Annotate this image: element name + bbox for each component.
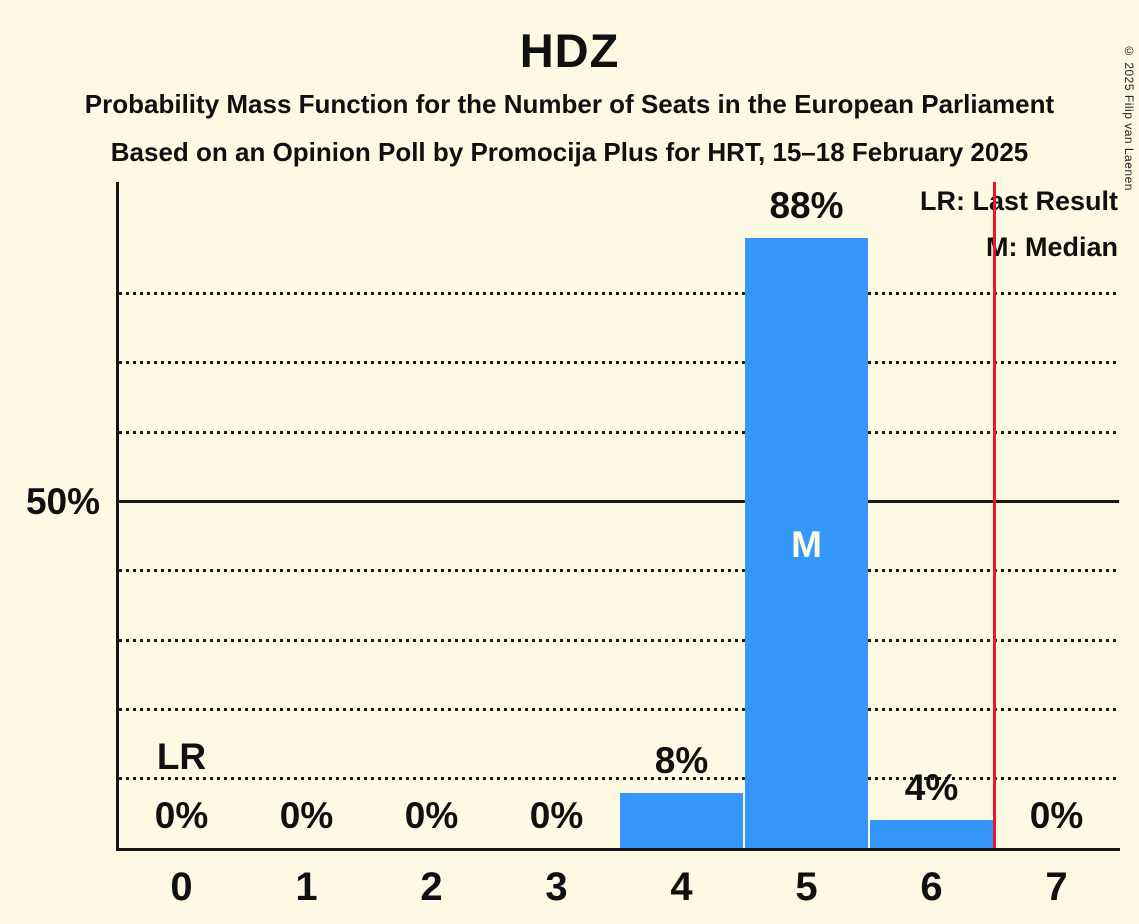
gridline-solid-50 xyxy=(119,500,1119,503)
value-label-seat-2: 0% xyxy=(404,795,459,836)
value-label-seat-6: 4% xyxy=(904,767,959,809)
copyright-notice: © 2025 Filip van Laenen xyxy=(1122,44,1136,191)
y-axis-tick-label: 50% xyxy=(25,481,100,522)
gridline-dotted-80 xyxy=(119,292,1119,296)
gridline-dotted-40 xyxy=(119,569,1119,573)
y-axis-line xyxy=(116,182,119,851)
x-tick-label-4: 4 xyxy=(670,865,693,909)
value-label-seat-5: 88% xyxy=(769,185,844,227)
plot-area: 0% 0% 0% 0% 8% 88% 4% 0% LR M xyxy=(116,182,1120,851)
x-tick-label-6: 6 xyxy=(920,865,943,909)
legend-last-result: LR: Last Result xyxy=(919,186,1118,216)
legend-median: M: Median xyxy=(986,232,1118,262)
chart-subtitle: Probability Mass Function for the Number… xyxy=(84,89,1055,119)
last-result-line xyxy=(992,182,996,848)
x-tick-label-5: 5 xyxy=(795,865,818,909)
bar-seat-6 xyxy=(870,820,993,848)
bar-seat-5 xyxy=(745,238,868,848)
x-tick-label-1: 1 xyxy=(295,865,318,909)
x-axis-line xyxy=(116,848,1120,851)
x-tick-label-0: 0 xyxy=(170,865,193,909)
gridline-dotted-60 xyxy=(119,430,1119,434)
value-label-seat-3: 0% xyxy=(529,795,584,836)
x-tick-label-2: 2 xyxy=(420,865,443,909)
chart-source-line: Based on an Opinion Poll by Promocija Pl… xyxy=(110,137,1029,167)
x-tick-label-3: 3 xyxy=(545,865,568,909)
gridline-dotted-70 xyxy=(119,361,1119,365)
chart-title: HDZ xyxy=(519,24,620,77)
value-label-seat-4: 8% xyxy=(654,739,709,781)
value-label-seat-1: 0% xyxy=(279,795,334,836)
gridline-dotted-10 xyxy=(119,777,1119,781)
median-marker: M xyxy=(791,524,822,565)
x-tick-label-7: 7 xyxy=(1045,865,1068,909)
gridline-dotted-30 xyxy=(119,638,1119,642)
last-result-annotation: LR xyxy=(156,736,207,777)
gridline-dotted-20 xyxy=(119,707,1119,711)
bar-seat-4 xyxy=(620,792,743,848)
value-label-seat-0: 0% xyxy=(154,795,209,836)
value-label-seat-7: 0% xyxy=(1029,795,1084,836)
